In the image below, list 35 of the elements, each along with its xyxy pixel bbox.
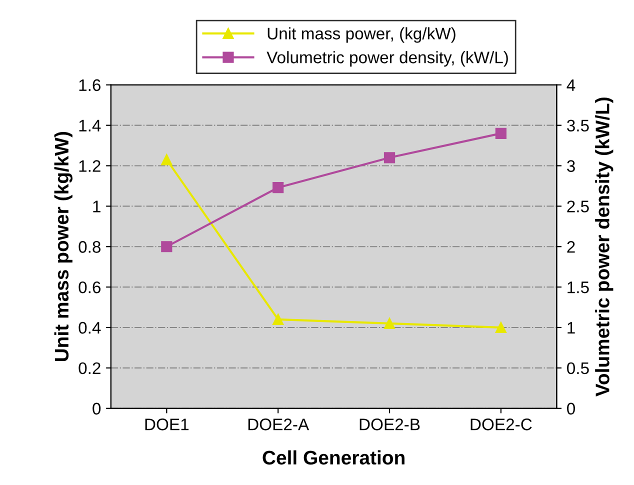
point [272,314,284,325]
x-tick-label: DOE2-C [470,418,532,430]
y2-tick-label: 3 [567,160,575,172]
point [161,154,172,166]
y-tick-label: 1.6 [79,79,100,92]
y-tick-label: 0.8 [78,241,101,253]
y2-tick-label: 4 [566,79,576,91]
y-tick-label: 1.2 [79,160,100,172]
x-axis-title: Cell Generation [262,450,404,465]
y2-tick-label: 3.5 [567,120,589,132]
y2-tick-label: 0 [567,402,575,415]
x-tick-label: DOE2-A [248,418,310,430]
y2-axis-title: Volumetric power density (kW/L) [595,98,614,396]
point [384,318,396,330]
x-tick-label: DOE2-B [360,418,420,430]
y2-tick-label: 2.5 [567,200,589,212]
legend-label: Volumetric power density, (kW/L) [266,51,508,67]
y2-tick-label: 0.5 [567,362,589,374]
y-tick-label: 1 [93,200,100,212]
legend-label: Unit mass power, (kg/kW) [268,27,456,43]
point [495,322,506,334]
point [495,128,506,139]
y2-tick-label: 1 [568,322,575,334]
y2-tick-label: 1.5 [568,282,589,294]
point [161,241,172,252]
y2-tick-label: 2 [567,241,575,253]
y-tick-label: 0.6 [78,281,100,294]
point [384,152,396,164]
x-tick-label: DOE1 [145,418,189,430]
y-tick-label: 1.4 [79,120,101,132]
point [272,182,284,194]
y-tick-label: 0.4 [78,322,101,334]
y-tick-label: 0 [92,402,101,415]
y-tick-label: 0.2 [78,362,100,374]
y-axis-title: Unit mass power (kg/kW) [54,132,73,362]
